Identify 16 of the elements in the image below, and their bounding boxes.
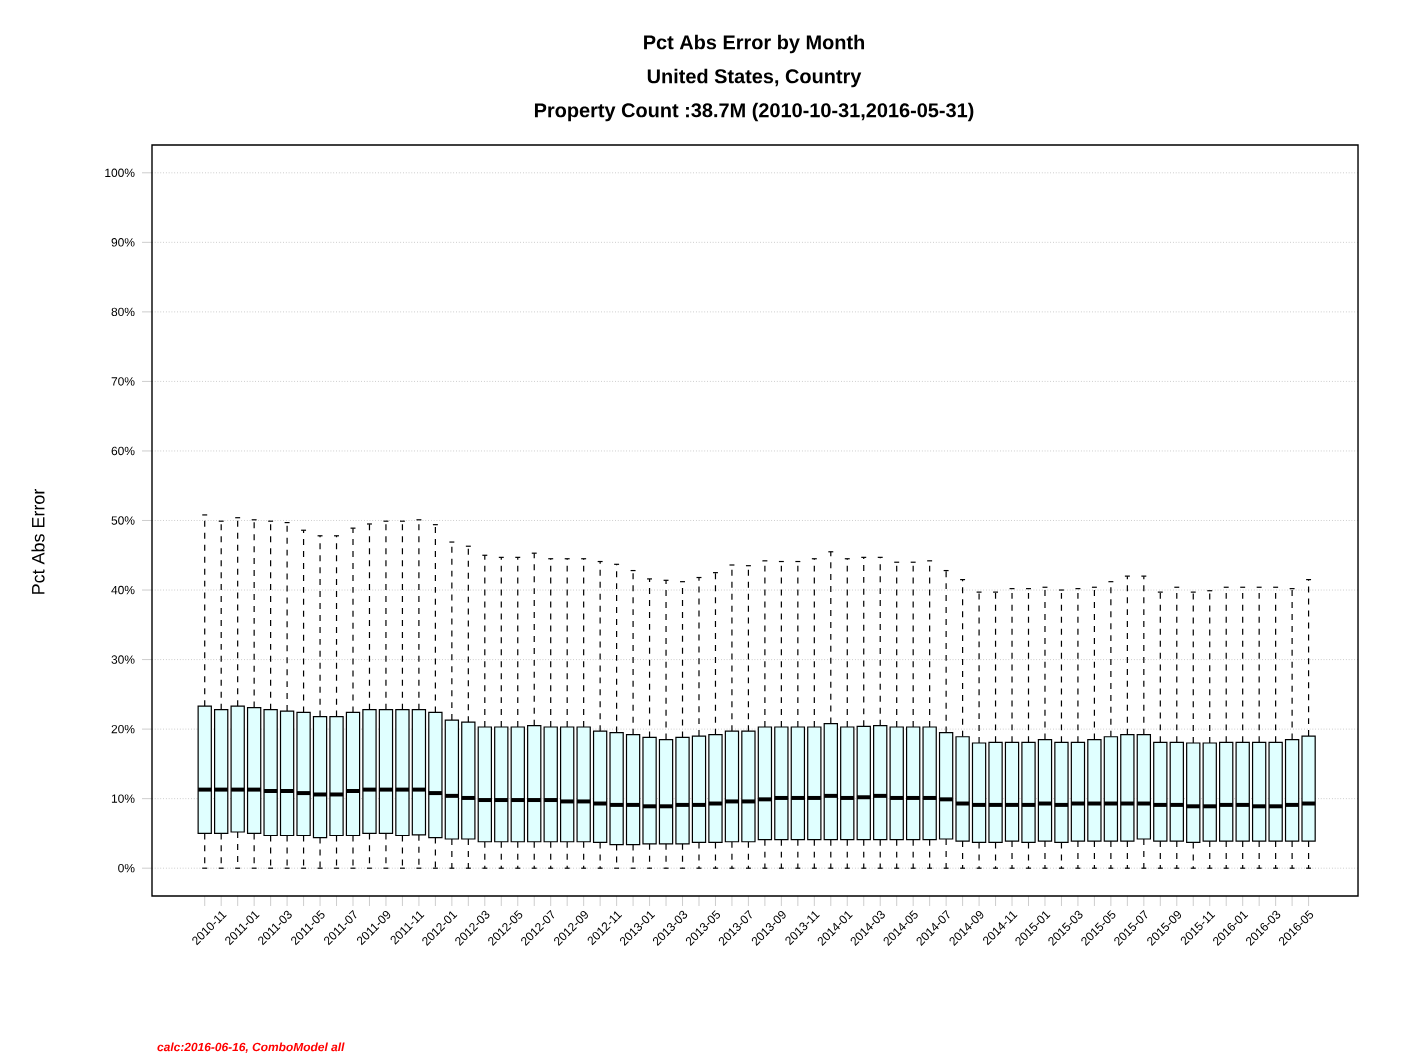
y-tick-label: 50%	[111, 516, 135, 525]
text: Property Count :38.7M (2010-10-31,2016-05-31)	[534, 102, 974, 122]
y-tick-label: 10%	[111, 794, 135, 803]
y-tick-label: 100%	[105, 168, 135, 178]
y-tick-label: 0%	[118, 863, 135, 873]
y-axis-title: Pct Abs Error	[31, 488, 45, 594]
y-tick-label: 90%	[111, 238, 135, 247]
chart-title: Pct Abs Error by Month	[644, 34, 865, 54]
chart-subtitle: United States, Country	[647, 68, 862, 88]
y-tick-label: 30%	[111, 655, 135, 664]
y-tick-label: 60%	[111, 446, 135, 456]
y-tick-label: 20%	[111, 724, 135, 734]
y-tick-label: 80%	[111, 307, 135, 317]
y-tick-label: 70%	[111, 377, 135, 386]
text: calc:2016-06-16, ComboModel all	[157, 1042, 345, 1053]
y-tick-label: 40%	[111, 585, 135, 595]
